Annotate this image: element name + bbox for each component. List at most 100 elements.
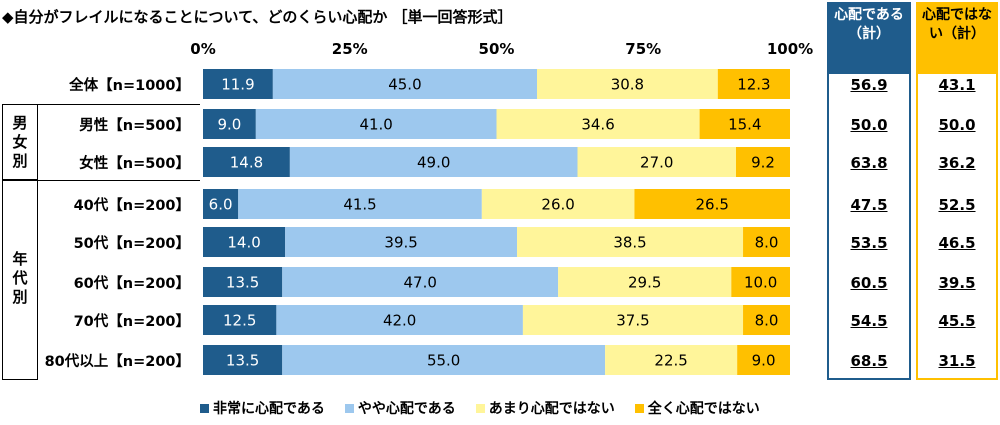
bar-data-label: 14.8 — [230, 154, 263, 172]
category-label: 80代以上【n=200】 — [44, 354, 190, 370]
bar-segment — [282, 345, 606, 375]
legend-item: あまり心配ではない — [475, 398, 615, 418]
bar-data-label: 29.5 — [628, 274, 661, 292]
x-tick-label: 100% — [766, 40, 814, 58]
legend-item: 全く心配ではない — [634, 398, 760, 418]
bar-segment — [481, 189, 635, 219]
bar-segment — [735, 147, 790, 177]
bar-segment — [737, 345, 790, 375]
bar-data-label: 42.0 — [383, 312, 416, 330]
bar-data-label: 10.0 — [744, 274, 777, 292]
bar-data-label: 55.0 — [427, 352, 460, 370]
category-label: 60代【n=200】 — [73, 276, 190, 292]
bar-data-label: 12.3 — [737, 76, 770, 94]
separator-line — [2, 180, 200, 181]
bar-data-label: 9.2 — [751, 154, 775, 172]
worried-total-value: 56.9 — [850, 76, 888, 94]
bar-data-label: 12.5 — [223, 312, 256, 330]
not-worried-total-value: 46.5 — [938, 234, 976, 252]
worried-total-header: 心配である（計） — [827, 2, 911, 72]
worried-total-value: 68.5 — [850, 352, 888, 370]
not-worried-total-value: 50.0 — [938, 116, 976, 134]
worried-total-value: 54.5 — [850, 312, 888, 330]
bar-segment — [203, 109, 256, 139]
age-group-label: 年代別 — [12, 250, 28, 306]
separator-line — [2, 104, 200, 105]
x-tick-label: 75% — [625, 40, 662, 58]
bar-segment — [731, 267, 790, 297]
legend: 非常に心配である やや心配である あまり心配ではない 全く心配ではない — [200, 398, 760, 418]
bar-segment — [537, 69, 718, 99]
bar-segment — [577, 147, 736, 177]
bar-segment — [743, 305, 790, 335]
age-group-box — [2, 180, 38, 380]
bar-segment — [289, 147, 578, 177]
bar-segment — [203, 147, 290, 177]
bar-segment — [203, 227, 286, 257]
legend-swatch — [634, 403, 644, 413]
bar-segment — [255, 109, 497, 139]
bar-segment — [517, 227, 744, 257]
bar-segment — [285, 227, 518, 257]
bar-segment — [238, 189, 482, 219]
category-label: 女性【n=500】 — [79, 156, 190, 172]
category-label: 全体【n=1000】 — [69, 78, 190, 94]
worried-total-column — [827, 72, 911, 380]
bar-segment — [743, 227, 790, 257]
bar-data-label: 49.0 — [417, 154, 450, 172]
bar-data-label: 39.5 — [384, 234, 417, 252]
legend-label: あまり心配ではない — [488, 401, 615, 417]
bar-data-label: 30.8 — [611, 76, 644, 94]
bar-data-label: 26.0 — [541, 196, 574, 214]
bar-segment — [276, 305, 523, 335]
bar-data-label: 45.0 — [388, 76, 421, 94]
gender-group-box — [2, 104, 38, 180]
bar-data-label: 15.4 — [728, 116, 761, 134]
bar-data-label: 8.0 — [755, 234, 779, 252]
x-tick-label: 50% — [478, 40, 515, 58]
bar-data-label: 41.0 — [359, 116, 392, 134]
worried-total-value: 47.5 — [850, 196, 888, 214]
category-label: 男性【n=500】 — [79, 118, 190, 134]
not-worried-total-value: 36.2 — [938, 154, 976, 172]
legend-item: やや心配である — [344, 398, 456, 418]
bar-data-label: 14.0 — [227, 234, 260, 252]
x-tick-label: 25% — [331, 40, 368, 58]
legend-swatch — [475, 403, 485, 413]
bar-data-label: 26.5 — [696, 196, 729, 214]
bar-data-label: 13.5 — [226, 274, 259, 292]
bar-data-label: 13.5 — [226, 352, 259, 370]
gender-group-label: 男女別 — [12, 114, 28, 170]
not-worried-total-value: 52.5 — [938, 196, 976, 214]
bar-data-label: 34.6 — [581, 116, 614, 134]
x-tick-label: 0% — [190, 40, 216, 58]
bar-segment — [634, 189, 790, 219]
bar-data-label: 8.0 — [755, 312, 779, 330]
bar-segment — [717, 69, 790, 99]
worried-total-value: 63.8 — [850, 154, 888, 172]
worried-total-value: 50.0 — [850, 116, 888, 134]
legend-label: やや心配である — [357, 401, 456, 417]
bar-data-label: 37.5 — [616, 312, 649, 330]
bar-segment — [203, 189, 239, 219]
legend-swatch — [344, 403, 354, 413]
category-label: 50代【n=200】 — [73, 236, 190, 252]
not-worried-total-value: 39.5 — [938, 274, 976, 292]
legend-label: 全く心配ではない — [647, 401, 760, 417]
bar-segment — [203, 267, 283, 297]
bar-data-label: 47.0 — [403, 274, 436, 292]
not-worried-total-header: 心配ではない（計） — [916, 2, 998, 72]
bar-segment — [203, 345, 283, 375]
bar-data-label: 11.9 — [221, 76, 254, 94]
bar-data-label: 9.0 — [217, 116, 241, 134]
legend-swatch — [200, 403, 209, 413]
bar-segment — [496, 109, 700, 139]
category-label: 70代【n=200】 — [73, 314, 190, 330]
category-label: 40代【n=200】 — [73, 198, 190, 214]
bar-data-label: 41.5 — [343, 196, 376, 214]
bar-segment — [203, 305, 277, 335]
not-worried-total-value: 31.5 — [938, 352, 976, 370]
not-worried-total-column — [916, 72, 998, 380]
worried-total-value: 53.5 — [850, 234, 888, 252]
bar-segment — [699, 109, 790, 139]
